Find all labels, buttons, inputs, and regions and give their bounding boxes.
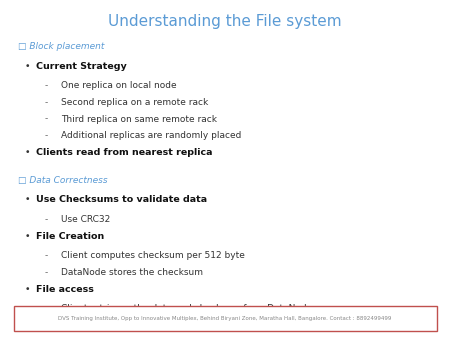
Text: •: • (25, 232, 30, 241)
Text: •: • (25, 148, 30, 158)
Text: Use CRC32: Use CRC32 (61, 215, 110, 224)
Text: Clients read from nearest replica: Clients read from nearest replica (36, 148, 212, 158)
Text: Third replica on same remote rack: Third replica on same remote rack (61, 115, 217, 124)
Text: -: - (45, 321, 48, 330)
Text: -: - (45, 251, 48, 260)
Text: Understanding the File system: Understanding the File system (108, 14, 342, 28)
Text: •: • (25, 285, 30, 294)
Text: Client retrieves the data and checksum from DataNode: Client retrieves the data and checksum f… (61, 304, 312, 313)
Text: DVS Training Institute, Opp to Innovative Multiplex, Behind Biryani Zone, Marath: DVS Training Institute, Opp to Innovativ… (58, 316, 392, 321)
Text: File access: File access (36, 285, 94, 294)
Text: One replica on local node: One replica on local node (61, 81, 176, 90)
Text: Additional replicas are randomly placed: Additional replicas are randomly placed (61, 131, 241, 141)
Text: -: - (45, 268, 48, 277)
Text: -: - (45, 131, 48, 141)
Text: Current Strategy: Current Strategy (36, 62, 127, 71)
Text: Use Checksums to validate data: Use Checksums to validate data (36, 195, 207, 204)
Text: -: - (45, 98, 48, 107)
Text: IfValidation fails, Client tries other replicas: IfValidation fails, Client tries other r… (61, 321, 253, 330)
Text: □ Block placement: □ Block placement (18, 42, 104, 51)
Text: DataNode stores the checksum: DataNode stores the checksum (61, 268, 203, 277)
Text: -: - (45, 304, 48, 313)
Text: -: - (45, 215, 48, 224)
Text: •: • (25, 195, 30, 204)
Text: □ Data Correctness: □ Data Correctness (18, 176, 108, 185)
Text: •: • (25, 62, 30, 71)
Text: Second replica on a remote rack: Second replica on a remote rack (61, 98, 208, 107)
Text: Client computes checksum per 512 byte: Client computes checksum per 512 byte (61, 251, 245, 260)
Text: -: - (45, 115, 48, 124)
Text: -: - (45, 81, 48, 90)
Text: File Creation: File Creation (36, 232, 104, 241)
FancyBboxPatch shape (14, 306, 436, 331)
